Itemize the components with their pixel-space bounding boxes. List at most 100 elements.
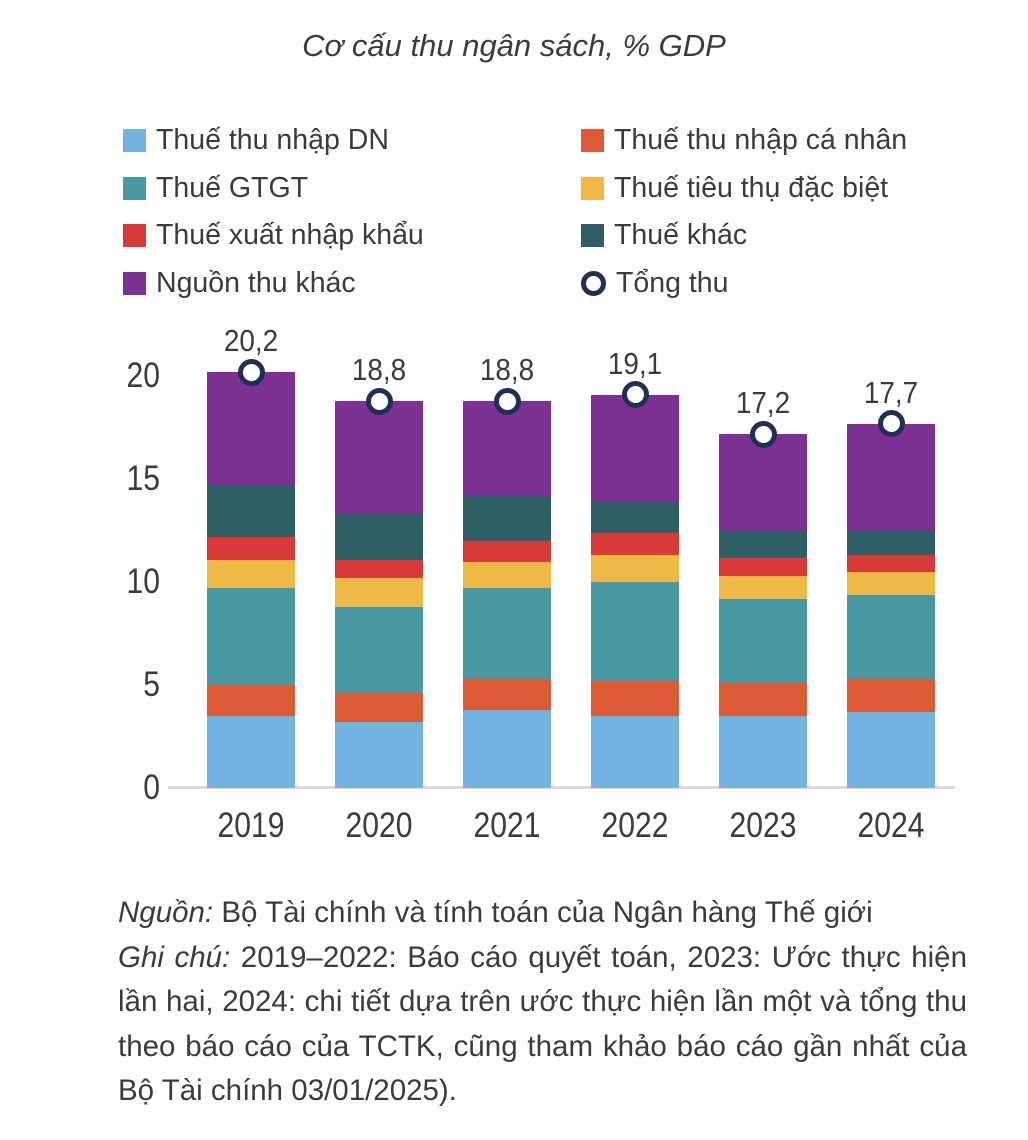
bar-segment-pit-2021 bbox=[463, 678, 551, 710]
bar-segment-pit-2024 bbox=[847, 678, 935, 712]
legend-item-vat: Thuế GTGT bbox=[123, 165, 424, 213]
bar-segment-vat-2019 bbox=[207, 588, 295, 686]
bar-segment-trade-2024 bbox=[847, 555, 935, 572]
total-value-label: 17,2 bbox=[735, 385, 791, 421]
legend-item-cit: Thuế thu nhập DN bbox=[123, 117, 424, 165]
bar-segment-cit-2022 bbox=[591, 715, 679, 788]
bar-segment-other_tax-2019 bbox=[207, 485, 295, 537]
legend-label: Thuế thu nhập cá nhân bbox=[614, 124, 908, 157]
total-marker-2023 bbox=[749, 420, 777, 448]
bar-segment-pit-2022 bbox=[591, 680, 679, 716]
total-marker-2021 bbox=[493, 387, 521, 415]
bar-segment-other_tax-2021 bbox=[463, 495, 551, 542]
y-axis-tick-label: 15 bbox=[126, 459, 160, 499]
legend-swatch-icon bbox=[123, 129, 146, 153]
bar-segment-other_rev-2022 bbox=[591, 394, 679, 502]
x-axis-category-label: 2024 bbox=[857, 806, 925, 845]
legend-swatch-icon bbox=[581, 129, 604, 153]
bar-segment-pit-2020 bbox=[335, 693, 423, 723]
source-label: Nguồn: bbox=[118, 896, 214, 929]
x-axis-category-label: 2023 bbox=[729, 806, 797, 845]
legend-label: Thuế khác bbox=[614, 219, 748, 252]
legend-item-excise: Thuế tiêu thụ đặc biệt bbox=[581, 165, 907, 213]
legend-label: Thuế xuất nhập khẩu bbox=[156, 219, 424, 252]
total-value-label: 18,8 bbox=[479, 352, 535, 388]
total-marker-2020 bbox=[365, 387, 393, 415]
chart-title: Cơ cấu thu ngân sách, % GDP bbox=[302, 28, 726, 63]
bar-segment-excise-2023 bbox=[719, 576, 807, 599]
legend-swatch-icon bbox=[123, 224, 146, 248]
y-axis-tick-label: 10 bbox=[126, 562, 160, 602]
bar-segment-other_rev-2023 bbox=[719, 434, 807, 531]
bar-segment-trade-2019 bbox=[207, 536, 295, 560]
total-value-label: 19,1 bbox=[607, 345, 663, 381]
bar-segment-excise-2021 bbox=[463, 561, 551, 589]
bar-segment-other_rev-2021 bbox=[463, 401, 551, 496]
bar-segment-other_rev-2019 bbox=[207, 372, 295, 486]
methodology-note: Ghi chú: 2019–2022: Báo cáo quyết toán, … bbox=[118, 936, 967, 1114]
bar-segment-other_rev-2020 bbox=[335, 401, 423, 515]
legend-item-total: Tổng thu bbox=[581, 260, 907, 308]
legend-swatch-icon bbox=[123, 176, 146, 200]
legend-swatch-icon bbox=[123, 272, 146, 296]
bar-segment-excise-2022 bbox=[591, 555, 679, 583]
legend-swatch-icon bbox=[581, 224, 604, 248]
bar-segment-vat-2020 bbox=[335, 606, 423, 694]
y-axis-tick-label: 20 bbox=[126, 356, 160, 396]
legend-column-left: Thuế thu nhập DN Thuế GTGT Thuế xuất nhập … bbox=[123, 117, 424, 307]
y-axis-tick-label: 5 bbox=[143, 665, 160, 705]
bar-segment-trade-2021 bbox=[463, 541, 551, 562]
y-axis-tick-label: 0 bbox=[143, 768, 160, 807]
total-marker-2019 bbox=[237, 358, 265, 386]
legend-item-other_tax: Thuế khác bbox=[581, 212, 907, 260]
x-axis-category-label: 2021 bbox=[473, 806, 541, 845]
bar-segment-other_rev-2024 bbox=[847, 423, 935, 531]
legend-item-pit: Thuế thu nhập cá nhân bbox=[581, 117, 907, 165]
bar-segment-vat-2021 bbox=[463, 588, 551, 679]
source-note: Nguồn: Bộ Tài chính và tính toán của Ngâ… bbox=[118, 891, 967, 936]
legend-swatch-icon bbox=[581, 176, 604, 200]
bar-segment-pit-2019 bbox=[207, 685, 295, 716]
x-axis-category-label: 2022 bbox=[601, 806, 669, 845]
legend-item-trade: Thuế xuất nhập khẩu bbox=[123, 212, 424, 260]
bar-segment-cit-2023 bbox=[719, 715, 807, 788]
legend-label: Tổng thu bbox=[616, 267, 729, 300]
legend-label: Thuế thu nhập DN bbox=[156, 124, 389, 157]
bar-segment-trade-2020 bbox=[335, 559, 423, 579]
bar-segment-other_tax-2023 bbox=[719, 530, 807, 558]
bar-segment-vat-2022 bbox=[591, 582, 679, 681]
total-value-label: 18,8 bbox=[351, 352, 407, 388]
source-text: Bộ Tài chính và tính toán của Ngân hàng … bbox=[213, 896, 873, 929]
bar-segment-excise-2024 bbox=[847, 571, 935, 595]
bar-segment-pit-2023 bbox=[719, 683, 807, 716]
total-marker-2024 bbox=[877, 410, 905, 438]
bar-segment-excise-2019 bbox=[207, 559, 295, 589]
bar-segment-trade-2023 bbox=[719, 557, 807, 577]
bar-segment-cit-2020 bbox=[335, 722, 423, 788]
total-value-label: 20,2 bbox=[223, 323, 279, 359]
total-value-label: 17,7 bbox=[863, 374, 919, 410]
bar-segment-cit-2024 bbox=[847, 711, 935, 788]
footnote-block: Nguồn: Bộ Tài chính và tính toán của Ngâ… bbox=[118, 891, 967, 1114]
stacked-bar-chart: 0 5 10 15 20 20,2 2019 18,8 2020 18,8 2021 19,1 2022… bbox=[126, 323, 955, 845]
legend-item-other_rev: Nguồn thu khác bbox=[123, 260, 424, 308]
bar-segment-other_tax-2022 bbox=[591, 501, 679, 533]
legend-label: Thuế GTGT bbox=[156, 171, 309, 204]
legend-label: Thuế tiêu thụ đặc biệt bbox=[614, 171, 889, 204]
bar-segment-vat-2024 bbox=[847, 594, 935, 679]
x-axis-category-label: 2020 bbox=[345, 806, 413, 845]
bar-segment-vat-2023 bbox=[719, 598, 807, 684]
bar-segment-trade-2022 bbox=[591, 532, 679, 556]
x-axis-line bbox=[168, 786, 955, 789]
note-text: 2019–2022: Báo cáo quyết toán, 2023: Ước… bbox=[118, 940, 967, 1108]
bar-segment-other_tax-2020 bbox=[335, 514, 423, 560]
note-label: Ghi chú: bbox=[118, 940, 231, 974]
bar-segment-cit-2021 bbox=[463, 709, 551, 788]
bar-segment-cit-2019 bbox=[207, 715, 295, 788]
total-marker-2022 bbox=[621, 381, 649, 409]
bar-segment-excise-2020 bbox=[335, 578, 423, 607]
x-axis-category-label: 2019 bbox=[217, 806, 285, 845]
legend-label: Nguồn thu khác bbox=[156, 267, 356, 300]
legend-column-right: Thuế thu nhập cá nhân Thuế tiêu thụ đặc b… bbox=[581, 117, 907, 307]
